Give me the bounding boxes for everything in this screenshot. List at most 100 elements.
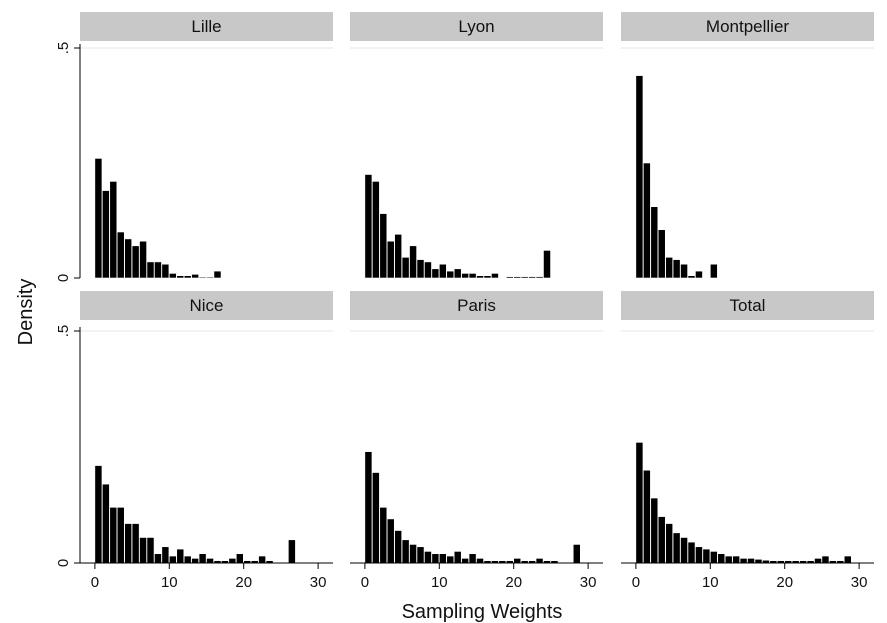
x-tick-label: 10 [702, 574, 719, 591]
panel-strip [80, 12, 333, 41]
panel-title: Montpellier [706, 17, 789, 36]
histogram-bar [94, 158, 103, 279]
histogram-bar [821, 555, 830, 564]
histogram-bar [680, 537, 688, 564]
histogram-bar [206, 558, 214, 564]
histogram-bar [843, 555, 852, 564]
histogram-bar [513, 558, 522, 564]
histogram-bar [461, 558, 469, 564]
histogram-bar [535, 276, 544, 279]
histogram-bar [146, 261, 155, 279]
x-tick-label: 30 [580, 574, 597, 591]
histogram-bar [191, 558, 199, 564]
histogram-bar [198, 553, 207, 564]
histogram-bar [717, 553, 726, 564]
histogram-bar [513, 276, 522, 279]
histogram-bar [288, 539, 296, 564]
histogram-bar [424, 551, 432, 564]
histogram-bar [695, 270, 703, 279]
histogram-bar [206, 276, 214, 279]
histogram-bar [191, 274, 199, 279]
histogram-bar [754, 558, 763, 564]
histogram-bar [161, 546, 170, 564]
histogram-bar [416, 546, 425, 564]
histogram-bar [468, 273, 477, 279]
histogram-bar [732, 555, 740, 564]
histogram-bar [709, 263, 718, 279]
histogram-bar [431, 553, 440, 564]
histogram-bar [102, 190, 110, 279]
histogram-bar [416, 259, 425, 279]
panel-title: Paris [457, 296, 496, 315]
histogram-bar [379, 507, 388, 564]
histogram-bar [139, 240, 147, 279]
histogram-bar [505, 276, 514, 279]
histogram-bar [116, 231, 125, 279]
histogram-bar [258, 555, 266, 564]
histogram-bar [401, 256, 410, 279]
panel-strip [80, 291, 333, 320]
histogram-bar [520, 276, 529, 279]
histogram-bar [650, 206, 659, 279]
panel-strip [350, 291, 603, 320]
y-tick-label: .5 [55, 42, 72, 55]
panel-nice: Nice 0 .5 0 10 20 30 [55, 291, 333, 591]
histogram-bar [364, 451, 373, 564]
panel-strip [350, 12, 603, 41]
histogram-bar [394, 234, 403, 279]
histogram-bar [154, 261, 162, 279]
histogram-bar [386, 518, 395, 564]
histogram-bar [468, 553, 477, 564]
histogram-bar [154, 553, 162, 564]
x-axis-label: Sampling Weights [402, 601, 563, 623]
histogram-bar [643, 162, 651, 279]
x-tick-label: 20 [505, 574, 522, 591]
histogram-bar [372, 472, 380, 564]
histogram-bar [680, 263, 688, 279]
histogram-bar [476, 558, 484, 564]
histogram-bar [687, 541, 696, 564]
histogram-bar [491, 273, 499, 279]
histogram-bar [535, 558, 544, 564]
histogram-bar [424, 261, 432, 279]
x-tick-label: 10 [161, 574, 178, 591]
histogram-bar [409, 245, 417, 279]
histogram-bar [635, 75, 644, 279]
histogram-bar [476, 275, 484, 279]
panel-total: Total 0 10 20 30 [621, 291, 874, 591]
panel-lyon: Lyon [350, 12, 603, 279]
y-tick-label: 0 [55, 274, 72, 282]
panel-title: Lille [191, 17, 221, 36]
panel-title: Total [730, 296, 766, 315]
histogram-bar [635, 442, 644, 564]
panel-paris: Paris 0 10 20 30 [350, 291, 603, 591]
histogram-bar [431, 268, 440, 279]
histogram-bar [543, 250, 551, 279]
histogram-bar [109, 181, 118, 279]
histogram-bar [672, 532, 681, 564]
histogram-bar [438, 263, 447, 279]
y-tick-label: .5 [55, 325, 72, 338]
histogram-bar [109, 507, 118, 564]
histogram-bar [453, 268, 462, 279]
panel-lille: Lille 0 .5 [55, 12, 333, 282]
histogram-bar [702, 548, 711, 564]
panel-title: Lyon [458, 17, 494, 36]
histogram-bar [446, 555, 455, 564]
histogram-bar [228, 558, 237, 564]
histogram-bar [139, 537, 147, 564]
histogram-bar [168, 555, 177, 564]
histogram-bar [672, 259, 681, 279]
panel-strip [621, 291, 874, 320]
histogram-bar [528, 276, 536, 279]
histogram-bar [146, 537, 155, 564]
y-axis-label: Density [15, 279, 37, 346]
histogram-bar [401, 539, 410, 564]
histogram-bar [453, 551, 462, 564]
histogram-bar [168, 273, 177, 279]
x-tick-label: 0 [91, 574, 99, 591]
histogram-bar [643, 469, 651, 564]
histogram-bar [650, 497, 659, 564]
